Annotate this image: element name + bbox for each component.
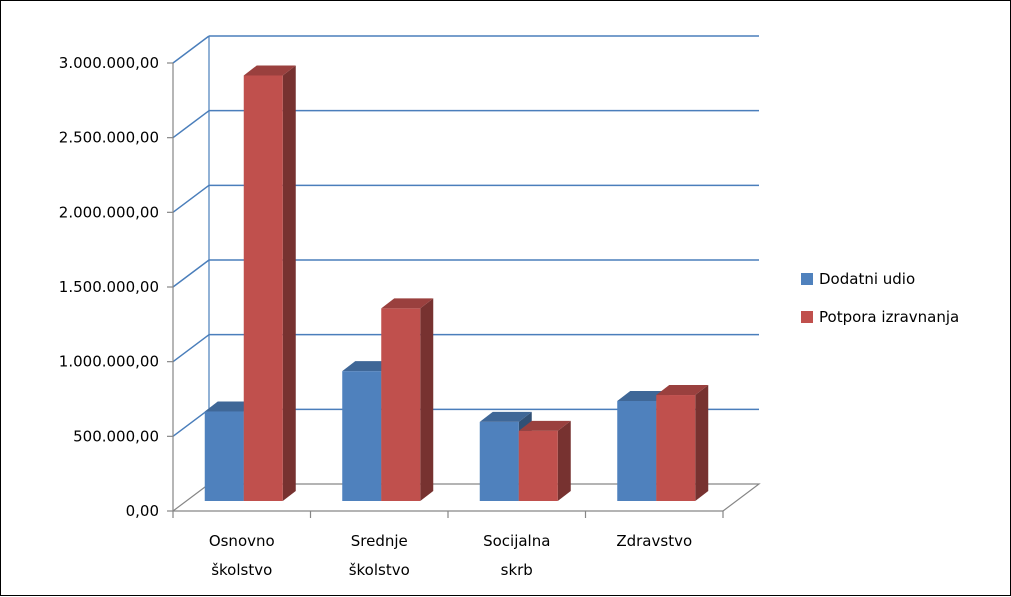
- legend-label-series-2: Potpora izravnanja: [819, 308, 960, 326]
- bar-1-2: [342, 371, 382, 501]
- bar-2-1: [243, 75, 283, 501]
- bar-top-face: [656, 385, 709, 396]
- legend-item-series-1: Dodatni udio: [801, 269, 959, 289]
- gridline-diagonal: [172, 408, 210, 437]
- y-tick-label: 1.000.000,00: [59, 353, 159, 371]
- x-category-label: Zdravstvo: [616, 532, 692, 550]
- legend: Dodatni udio Potpora izravnanja: [801, 269, 959, 345]
- gridline-diagonal: [172, 35, 210, 64]
- y-tick-label: 500.000,00: [73, 427, 159, 445]
- legend-swatch-series-2: [801, 311, 813, 323]
- x-category-label: školstvo: [211, 561, 272, 579]
- bar-side-face: [420, 298, 434, 501]
- bar-top-face: [243, 65, 296, 76]
- y-tick-label: 1.500.000,00: [59, 278, 159, 296]
- gridline-diagonal: [172, 334, 210, 363]
- x-category-label: Socijalna: [483, 532, 550, 550]
- y-tick-label: 2.500.000,00: [59, 129, 159, 147]
- x-category-label: Osnovno: [209, 532, 275, 550]
- bar-top-face: [479, 411, 532, 422]
- y-tick-label: 0,00: [126, 502, 159, 520]
- bar-side-face: [557, 420, 571, 501]
- bar-1-1: [204, 411, 244, 501]
- bar-2-2: [381, 308, 421, 501]
- bar-side-face: [695, 385, 709, 501]
- bar-2-4: [656, 395, 696, 501]
- gridline-diagonal: [172, 184, 210, 213]
- bar-top-face: [381, 298, 434, 309]
- bar-1-4: [617, 401, 657, 501]
- x-category-label: školstvo: [349, 561, 410, 579]
- y-tick-label: 2.000.000,00: [59, 203, 159, 221]
- bar-top-face: [518, 420, 571, 431]
- y-tick-label: 3.000.000,00: [59, 54, 159, 72]
- legend-swatch-series-1: [801, 273, 813, 285]
- legend-item-series-2: Potpora izravnanja: [801, 307, 959, 327]
- x-category-label: skrb: [501, 561, 533, 579]
- legend-label-series-1: Dodatni udio: [819, 270, 916, 288]
- bar-1-3: [479, 421, 519, 501]
- bar-side-face: [282, 65, 296, 501]
- x-category-label: Srednje: [351, 532, 408, 550]
- gridline-diagonal: [172, 259, 210, 288]
- bar-2-3: [518, 430, 558, 501]
- gridline-diagonal: [172, 110, 210, 139]
